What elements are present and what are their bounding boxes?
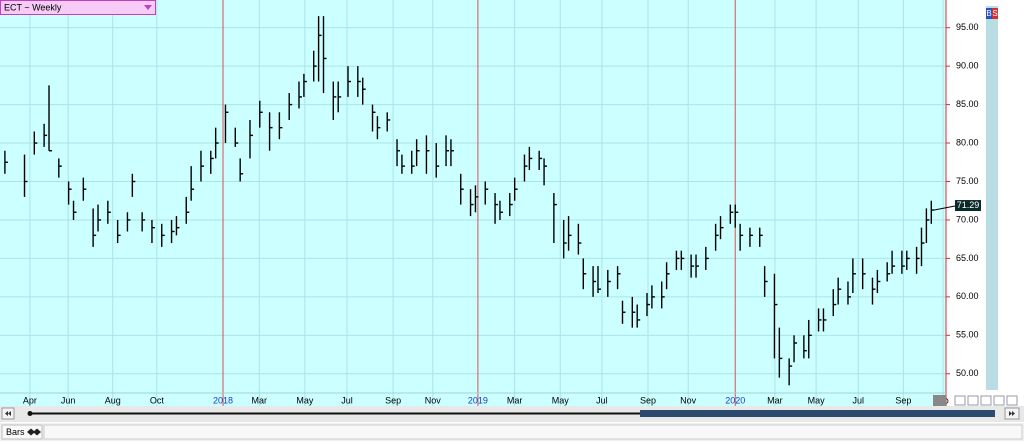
x-tick-label: May: [808, 395, 826, 405]
last-price-connector: [934, 205, 956, 211]
buy-button[interactable]: [986, 8, 992, 19]
x-tick-label: May: [552, 395, 570, 405]
panel-area: [43, 424, 1023, 440]
y-tick-label: 80.00: [956, 137, 979, 147]
x-tick-label: Jun: [61, 395, 76, 405]
title-box[interactable]: [0, 0, 156, 15]
tool-button[interactable]: [993, 395, 1005, 406]
last-price-box: [955, 200, 981, 212]
panel-label: Bars: [6, 427, 25, 437]
x-tick-label: 2019: [468, 395, 488, 405]
side-strip: [986, 6, 998, 390]
x-tick-label: 2018: [213, 395, 233, 405]
sell-button[interactable]: [992, 8, 998, 19]
bars: [4, 16, 935, 386]
x-tick-label: Jul: [341, 395, 353, 405]
x-tick-label: Oct: [150, 395, 165, 405]
x-tick-label: Sep: [385, 395, 401, 405]
y-tick-label: 90.00: [956, 61, 979, 71]
y-tick-label: 65.00: [956, 253, 979, 263]
corner-box: [933, 395, 946, 406]
y-tick-label: 50.00: [956, 368, 979, 378]
grid: [0, 0, 946, 406]
x-tick-label: Nov: [425, 395, 442, 405]
y-tick-label: 55.00: [956, 330, 979, 340]
x-tick-label: Jul: [596, 395, 608, 405]
y-tick-label: 95.00: [956, 22, 979, 32]
x-tick-label: Mar: [252, 395, 268, 405]
scroll-right-icon: [1009, 411, 1015, 416]
x-tick-label: Nov: [680, 395, 697, 405]
x-tick-label: Sep: [640, 395, 656, 405]
last-price-label: 71.29: [957, 200, 980, 210]
chart-title: ECT ~ Weekly: [4, 2, 62, 12]
plot-background: [0, 0, 1024, 406]
y-tick-label: 85.00: [956, 99, 979, 109]
scroll-left-icon: [5, 411, 11, 416]
panel-tab[interactable]: [1, 424, 43, 440]
x-tick-label: Apr: [23, 395, 37, 405]
y-tick-label: 70.00: [956, 214, 979, 224]
x-tick-label: Aug: [105, 395, 121, 405]
x-tick-label: Sep: [895, 395, 911, 405]
x-tick-label: Mar: [507, 395, 523, 405]
tool-button[interactable]: [1006, 395, 1018, 406]
tool-button[interactable]: [980, 395, 992, 406]
y-tick-label: 60.00: [956, 291, 979, 301]
scroll-thumb[interactable]: [640, 410, 995, 417]
x-tick-label: May: [296, 395, 314, 405]
tool-button[interactable]: [954, 395, 966, 406]
sell-label: S: [992, 9, 997, 18]
scroll-start: [27, 411, 33, 416]
x-tick-label: Mar: [767, 395, 783, 405]
x-tick-label: 2020: [725, 395, 745, 405]
y-tick-label: 75.00: [956, 176, 979, 186]
tool-button[interactable]: [967, 395, 979, 406]
labels: 50.00 55.00 60.00 65.00 70.00 75.00 80.00 85.00…: [23, 22, 981, 405]
dropdown-arrow[interactable]: [144, 5, 152, 10]
panel-icon: [27, 428, 41, 436]
buy-label: B: [986, 9, 991, 18]
x-tick-label: Jul: [853, 395, 865, 405]
